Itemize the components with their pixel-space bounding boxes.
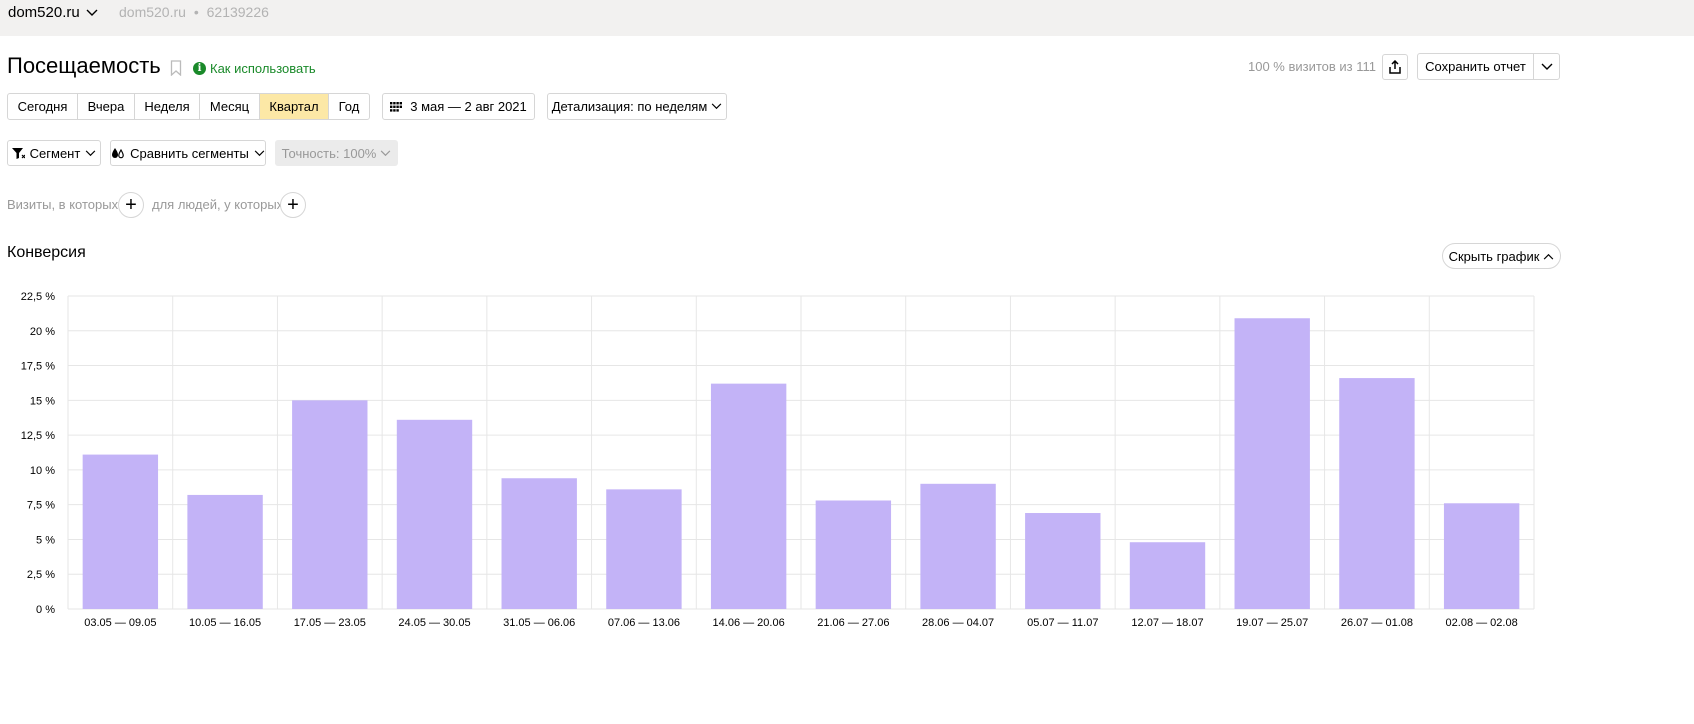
period-month[interactable]: Месяц <box>200 94 260 119</box>
bar <box>710 383 787 609</box>
bar <box>396 419 473 609</box>
save-report-label: Сохранить отчет <box>1425 59 1526 74</box>
bar <box>1339 378 1415 609</box>
hide-chart-button[interactable]: Скрыть график <box>1442 243 1561 269</box>
x-tick-label: 21.06 — 27.06 <box>817 617 889 629</box>
y-tick-label: 10 % <box>30 465 55 477</box>
save-report-button[interactable]: Сохранить отчет <box>1417 53 1534 80</box>
detail-select[interactable]: Детализация: по неделям <box>547 93 727 120</box>
x-tick-label: 10.05 — 16.05 <box>189 617 261 629</box>
x-tick-label: 12.07 — 18.07 <box>1131 617 1203 629</box>
export-button[interactable] <box>1382 54 1408 80</box>
howto-label: Как использовать <box>210 61 316 76</box>
x-tick-label: 14.06 — 20.06 <box>713 617 785 629</box>
period-label: Вчера <box>87 99 125 114</box>
compare-label: Сравнить сегменты <box>130 145 249 161</box>
counter-info: dom520.ru • 62139226 <box>119 4 269 20</box>
segment-button[interactable]: Сегмент <box>7 140 101 166</box>
chevron-down-icon <box>86 149 96 156</box>
x-tick-label: 05.07 — 11.07 <box>1027 617 1098 629</box>
visits-condition-label: Визиты, в которых <box>7 197 119 212</box>
hide-chart-label: Скрыть график <box>1448 248 1540 264</box>
add-people-condition-button[interactable]: + <box>280 192 306 218</box>
top-bar: dom520.ru dom520.ru • 62139226 <box>0 0 1694 36</box>
save-options-button[interactable] <box>1533 53 1560 80</box>
section-title: Конверсия <box>7 244 86 261</box>
period-today[interactable]: Сегодня <box>8 94 78 119</box>
people-condition-label: для людей, у которых <box>152 197 284 212</box>
period-label: Квартал <box>269 99 319 114</box>
visits-share: 100 % визитов из 111 <box>1248 59 1377 74</box>
y-tick-label: 0 % <box>36 604 55 616</box>
period-label: Месяц <box>209 99 250 114</box>
bar <box>606 489 682 609</box>
x-tick-label: 17.05 — 23.05 <box>294 617 366 629</box>
bar <box>292 400 368 609</box>
bar <box>1025 513 1101 609</box>
page-title: Посещаемость <box>7 53 161 78</box>
compare-segments-button[interactable]: Сравнить сегменты <box>110 140 266 166</box>
detail-label: Детализация: по неделям <box>551 99 708 114</box>
bar <box>1129 542 1206 609</box>
segment-label: Сегмент <box>29 145 81 161</box>
info-icon: i <box>193 62 206 75</box>
x-tick-label: 26.07 — 01.08 <box>1341 617 1413 629</box>
x-tick-label: 28.06 — 04.07 <box>922 617 994 629</box>
period-week[interactable]: Неделя <box>135 94 200 119</box>
date-range-picker[interactable]: 3 мая — 2 авг 2021 <box>382 93 535 120</box>
y-tick-label: 15 % <box>30 395 55 407</box>
share-icon <box>1389 60 1401 74</box>
calendar-icon <box>390 101 403 112</box>
add-visit-condition-button[interactable]: + <box>118 192 144 218</box>
bar <box>920 483 996 609</box>
bar <box>815 500 892 609</box>
conversion-chart: 0 % 2,5 % 5 % 7,5 % 10 % 12,5 % 15 % 17,5 % 20 %… <box>21 291 1535 629</box>
plus-icon: + <box>287 194 299 216</box>
y-tick-label: 7,5 % <box>27 500 55 512</box>
y-tick-label: 5 % <box>36 534 55 546</box>
x-tick-label: 31.05 — 06.06 <box>503 617 575 629</box>
chevron-down-icon <box>254 149 265 156</box>
x-tick-label: 02.08 — 02.08 <box>1446 617 1518 629</box>
date-range-label: 3 мая — 2 авг 2021 <box>410 99 527 114</box>
period-label: Сегодня <box>17 99 68 114</box>
site-selector[interactable]: dom520.ru <box>8 4 98 21</box>
chevron-down-icon <box>711 103 722 110</box>
chevron-down-icon <box>1541 63 1552 70</box>
plus-icon: + <box>125 194 137 216</box>
counter-id: 62139226 <box>206 4 269 20</box>
bar <box>501 478 577 609</box>
chevron-up-icon <box>1544 253 1554 260</box>
chevron-down-icon <box>381 149 391 156</box>
period-quarter[interactable]: Квартал <box>260 94 329 119</box>
counter-site: dom520.ru <box>119 4 186 20</box>
filter-icon <box>11 147 25 159</box>
period-label: Год <box>338 99 360 114</box>
bookmark-icon[interactable] <box>170 60 182 76</box>
y-tick-label: 2,5 % <box>27 569 55 581</box>
counter-separator: • <box>193 4 199 20</box>
bar <box>1234 318 1310 609</box>
x-tick-label: 03.05 — 09.05 <box>84 617 156 629</box>
y-tick-label: 12,5 % <box>21 430 55 442</box>
x-tick-label: 24.05 — 30.05 <box>398 617 470 629</box>
howto-link[interactable]: i Как использовать <box>193 61 316 76</box>
site-name: dom520.ru <box>8 4 80 21</box>
period-yesterday[interactable]: Вчера <box>78 94 135 119</box>
period-selector: Сегодня Вчера Неделя Месяц Квартал Год <box>7 93 370 120</box>
bar <box>1443 503 1520 609</box>
compare-drops-icon <box>112 148 124 159</box>
bar <box>187 494 263 609</box>
x-tick-label: 07.06 — 13.06 <box>608 617 680 629</box>
y-tick-label: 17,5 % <box>21 361 55 373</box>
bar <box>82 454 159 609</box>
y-tick-label: 20 % <box>30 326 55 338</box>
chevron-down-icon <box>86 9 98 16</box>
period-year[interactable]: Год <box>329 94 369 119</box>
precision-label: Точность: 100% <box>281 145 377 161</box>
y-tick-label: 22,5 % <box>21 291 55 303</box>
x-tick-label: 19.07 — 25.07 <box>1236 617 1308 629</box>
precision-select[interactable]: Точность: 100% <box>275 140 398 166</box>
period-label: Неделя <box>144 99 190 114</box>
